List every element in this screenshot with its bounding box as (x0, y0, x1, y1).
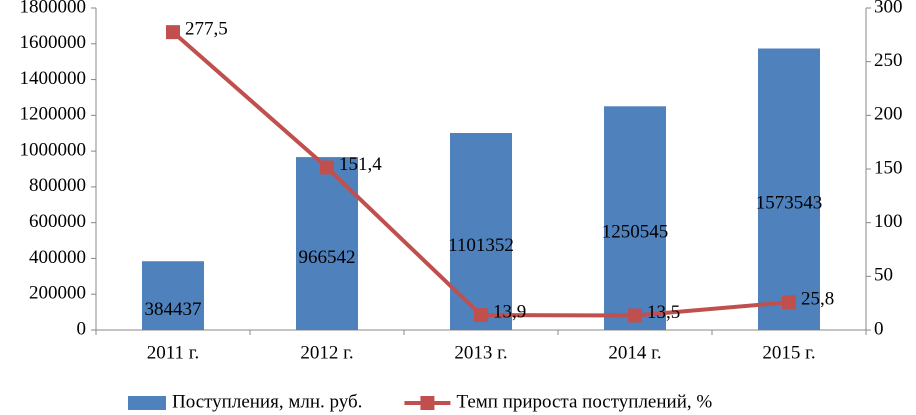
legend-label: Поступления, млн. руб. (172, 391, 362, 412)
y-tick-label: 200000 (29, 283, 86, 304)
bar-value-label: 1250545 (602, 222, 669, 243)
bar (758, 48, 820, 330)
y-tick-label: 800000 (29, 175, 86, 196)
x-tick-label: 2014 г. (608, 342, 661, 363)
y2-tick-label: 100 (874, 211, 903, 232)
y-tick-label: 0 (77, 318, 87, 339)
bar (450, 132, 512, 330)
y2-tick-label: 0 (874, 318, 884, 339)
line-value-label: 25,8 (801, 289, 834, 310)
y2-tick-label: 250 (874, 50, 903, 71)
bar (296, 157, 358, 330)
line-value-label: 277,5 (185, 19, 228, 40)
x-tick-label: 2011 г. (147, 342, 199, 363)
y2-tick-label: 50 (874, 265, 893, 286)
bar (604, 106, 666, 330)
x-tick-label: 2013 г. (454, 342, 507, 363)
y-tick-label: 1400000 (20, 68, 87, 89)
legend-label: Темп прироста поступлений, % (456, 391, 712, 412)
y-tick-label: 400000 (29, 247, 86, 268)
y2-tick-label: 200 (874, 104, 903, 125)
marker (320, 160, 334, 175)
marker (782, 295, 796, 310)
x-tick-label: 2012 г. (300, 342, 353, 363)
line-value-label: 13,5 (647, 302, 680, 323)
line-value-label: 151,4 (339, 154, 382, 175)
bar (142, 261, 204, 330)
y2-tick-label: 300 (874, 0, 903, 17)
y2-tick-label: 150 (874, 157, 903, 178)
marker (166, 25, 180, 40)
y-tick-label: 600000 (29, 211, 86, 232)
bar-value-label: 1101352 (448, 235, 514, 256)
legend-swatch (128, 396, 166, 410)
marker (628, 308, 642, 323)
bar-value-label: 384437 (145, 299, 202, 320)
legend-marker (420, 396, 435, 410)
y-tick-label: 1600000 (20, 32, 87, 53)
line-value-label: 13,9 (493, 301, 526, 322)
bar-value-label: 966542 (299, 247, 356, 268)
y-tick-label: 1800000 (20, 0, 87, 17)
bar-value-label: 1573543 (756, 193, 823, 214)
marker (474, 308, 488, 323)
y-tick-label: 1000000 (20, 139, 87, 160)
x-tick-label: 2015 г. (762, 342, 815, 363)
y-tick-label: 1200000 (20, 104, 87, 125)
